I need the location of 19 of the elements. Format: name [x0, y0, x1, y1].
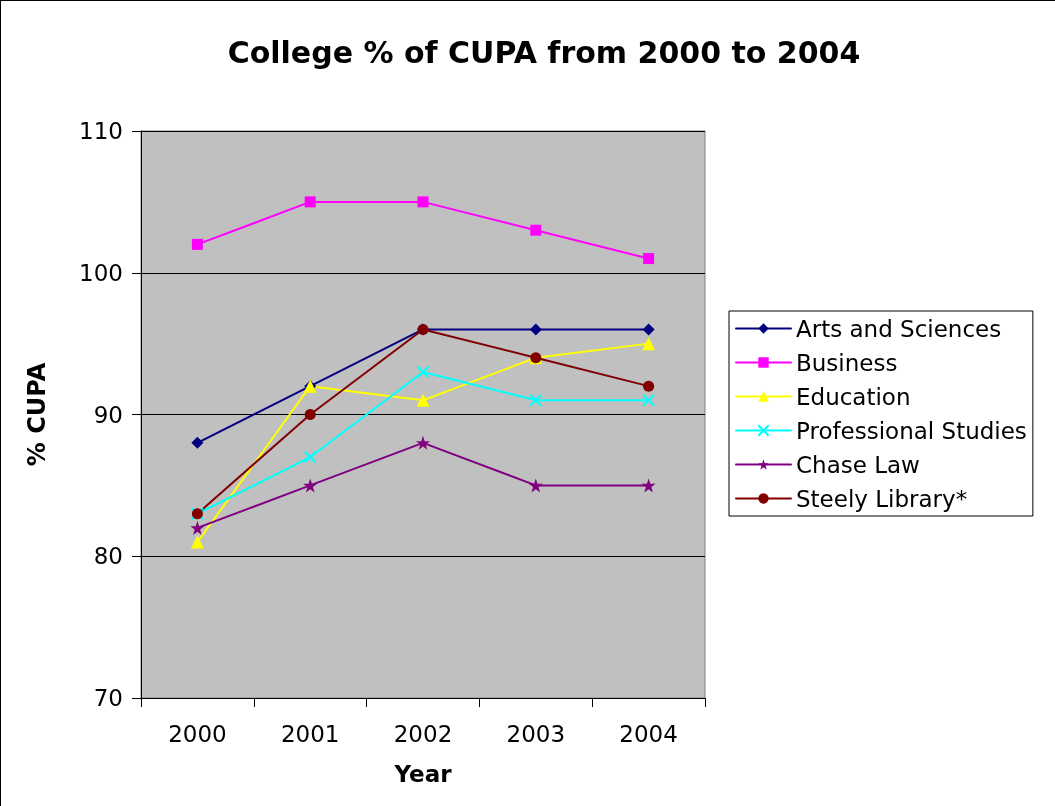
x-tick-label: 2002 [393, 720, 453, 747]
legend-label: Chase Law [796, 451, 920, 478]
y-tick-label: 100 [79, 259, 123, 286]
y-axis-title: % CUPA [23, 362, 51, 467]
chart-title: College % of CUPA from 2000 to 2004 [227, 34, 861, 70]
legend-label: Professional Studies [796, 417, 1027, 444]
x-tick-label: 2000 [168, 720, 227, 747]
x-tick-label: 2003 [506, 720, 566, 747]
x-tick-label: 2004 [619, 720, 678, 747]
x-axis-title: Year [393, 760, 453, 787]
legend-label: Education [796, 383, 911, 410]
y-tick-label: 80 [93, 543, 123, 570]
y-tick-label: 70 [93, 685, 123, 711]
y-tick-label: 110 [79, 118, 123, 144]
x-tick-label: 2001 [280, 720, 340, 747]
legend-label: Business [796, 349, 898, 376]
legend-label: Steely Library* [796, 485, 968, 512]
legend-label: Arts and Sciences [796, 315, 1002, 342]
y-tick-label: 90 [93, 401, 123, 428]
